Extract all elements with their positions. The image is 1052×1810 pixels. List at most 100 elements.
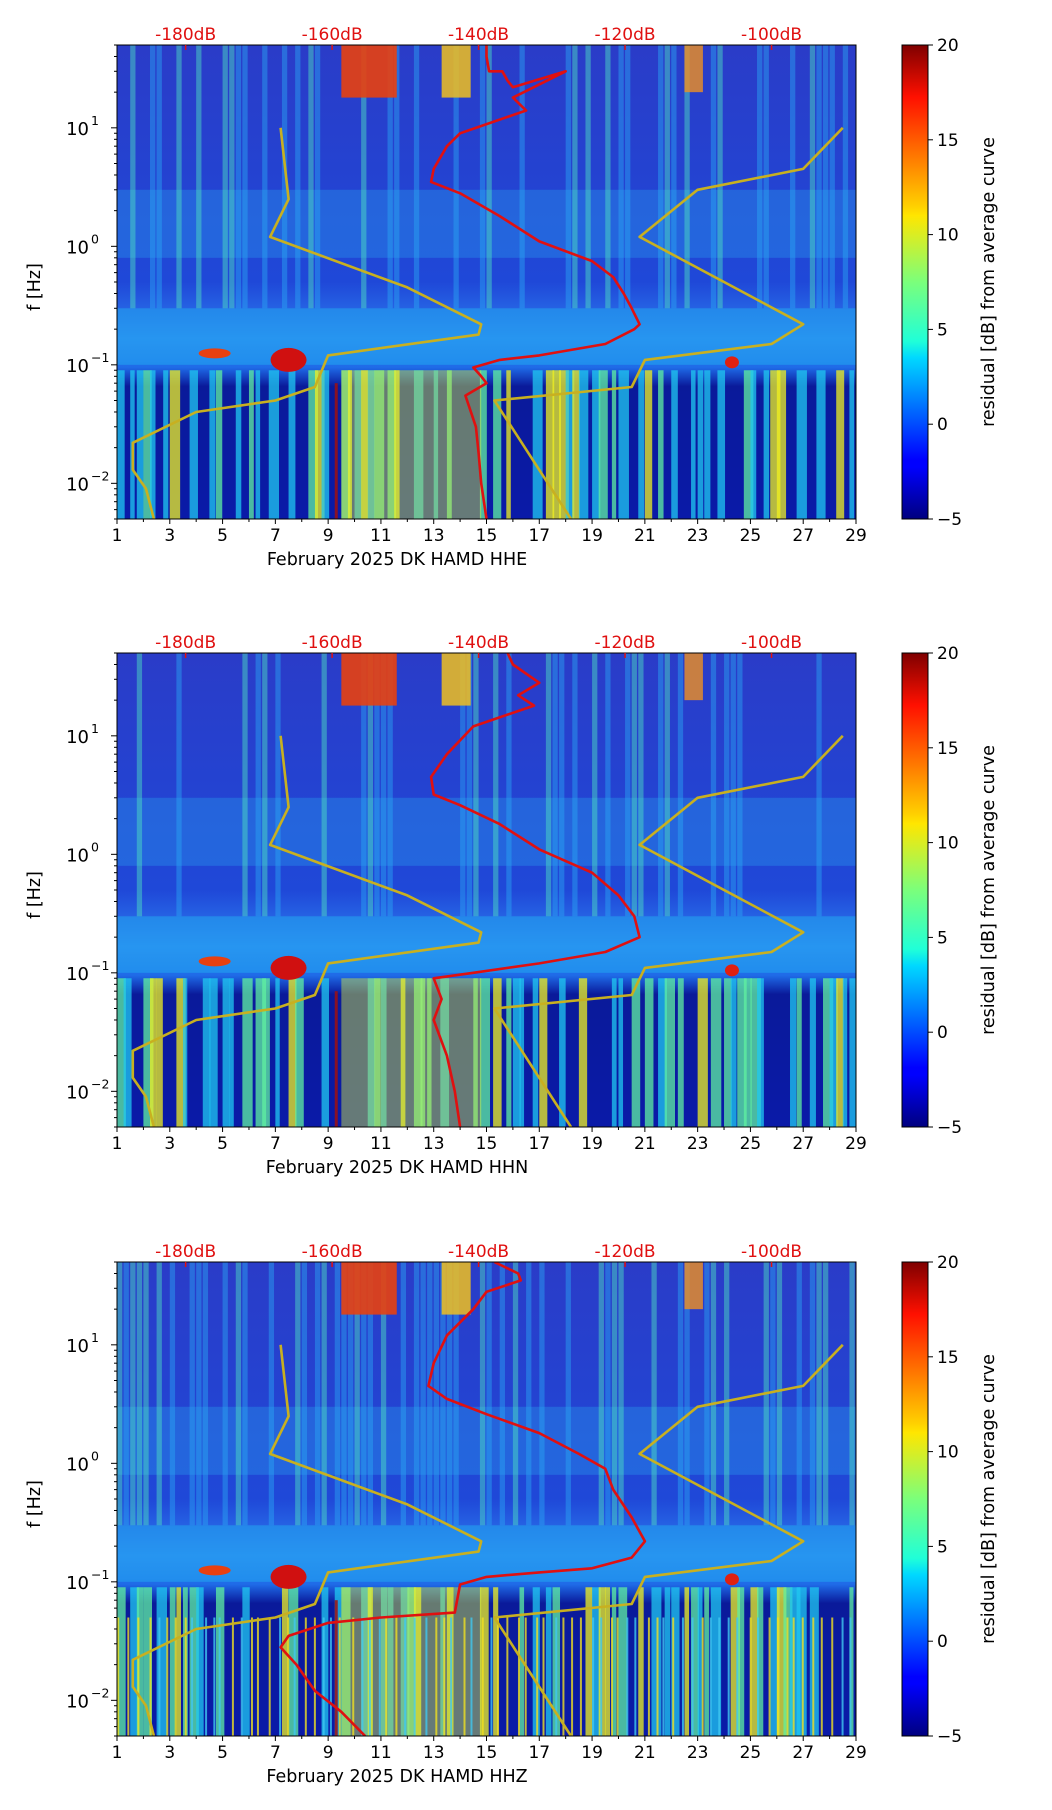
x-axis-label: February 2025 DK HAMD HHE [267, 550, 527, 570]
high-freq-streak [684, 45, 690, 309]
low-freq-streak [671, 370, 678, 519]
low-freq-streak [367, 978, 376, 1127]
spike-line [313, 1617, 316, 1736]
colorbar-label: residual [dB] from average curve [979, 137, 999, 427]
top-scale-label: -140dB [448, 1242, 509, 1262]
y-tick-label: 10 [66, 1691, 89, 1712]
low-freq-streak [473, 978, 478, 1127]
low-freq-streak [618, 370, 629, 519]
low-freq-streak [704, 1587, 709, 1736]
x-tick-label: 19 [581, 1134, 603, 1154]
low-freq-streak [644, 370, 653, 519]
low-freq-streak [242, 978, 253, 1127]
x-tick-label: 29 [845, 1134, 867, 1154]
x-tick-label: 13 [423, 1134, 445, 1154]
high-freq-streak [816, 1262, 822, 1526]
low-freq-streak [440, 1587, 445, 1736]
low-freq-streak [196, 1587, 204, 1736]
spike-line [801, 1617, 804, 1736]
y-tick-label: 10 [66, 119, 89, 140]
colorbar-tick-label: 20 [937, 36, 959, 56]
low-freq-streak [532, 370, 543, 519]
low-freq-streak [413, 1587, 422, 1736]
x-tick-label: 13 [423, 1743, 445, 1763]
high-freq-streak [519, 45, 525, 309]
top-scale-label: -120dB [595, 1242, 656, 1262]
colorbar: 20 15 10 5 0 −5 residual [dB] from average cur… [901, 1253, 999, 1747]
x-tick-label: 9 [323, 526, 334, 546]
hot-spot [270, 1564, 307, 1589]
x-tick-label: 19 [581, 526, 603, 546]
high-freq-streak [196, 1262, 202, 1526]
low-freq-streak [374, 370, 385, 519]
low-freq-streak [176, 978, 186, 1127]
x-tick-label: 7 [270, 526, 281, 546]
top-scale-label: -180dB [155, 1242, 216, 1262]
low-freq-block [341, 978, 482, 1127]
hot-block [684, 45, 703, 93]
hot-spot [724, 356, 739, 369]
low-freq-streak [149, 978, 157, 1127]
spike-line [174, 1617, 177, 1736]
high-freq-streak [453, 45, 459, 309]
high-freq-streak [638, 653, 644, 917]
median-psd-line [429, 653, 641, 1127]
spike-line [709, 1617, 712, 1736]
x-tick-label: 25 [740, 526, 762, 546]
low-freq-streak [321, 978, 329, 1127]
low-freq-streak [691, 370, 696, 519]
hot-block [684, 1262, 703, 1310]
low-freq-streak [545, 370, 555, 519]
high-freq-streak [413, 1262, 420, 1526]
spike-line [231, 1617, 234, 1736]
low-freq-streak [163, 370, 169, 519]
high-freq-streak [242, 1262, 248, 1526]
spike-line [338, 1617, 341, 1736]
low-freq-streak [479, 978, 491, 1127]
high-freq-streak [321, 1262, 327, 1526]
high-freq-streak [281, 45, 288, 309]
x-tick-label: 27 [792, 1743, 814, 1763]
x-tick-label: 7 [270, 1134, 281, 1154]
spike-line [450, 1617, 453, 1736]
low-freq-streak [295, 978, 304, 1127]
x-tick-label: 23 [687, 1743, 709, 1763]
spike-line [463, 1617, 466, 1736]
high-freq-streak [625, 653, 631, 917]
noise-model-line [493, 734, 844, 1127]
low-freq-streak [262, 978, 270, 1127]
low-freq-streak [367, 370, 375, 519]
spike-line [322, 1617, 325, 1736]
high-freq-streak [367, 1262, 374, 1526]
y-axis-label: f [Hz] [25, 1480, 45, 1528]
hot-block [441, 1262, 471, 1315]
low-freq-streak [136, 1587, 144, 1736]
x-tick-label: 13 [423, 526, 445, 546]
y-tick-label: 10 [66, 1454, 89, 1475]
x-tick-label: 11 [370, 526, 392, 546]
low-freq-streak [156, 978, 163, 1127]
low-freq-streak [651, 1587, 662, 1736]
spike-line [571, 1617, 574, 1736]
high-freq-streak [684, 1262, 690, 1526]
low-freq-streak [117, 1587, 126, 1736]
high-freq-streak [347, 1262, 354, 1526]
high-freq-streak [605, 653, 611, 917]
low-freq-streak [248, 370, 254, 519]
spike-line [610, 1617, 613, 1736]
hot-block [341, 45, 397, 98]
low-freq-streak [308, 370, 318, 519]
low-freq-streak [664, 978, 675, 1127]
high-freq-streak [275, 653, 281, 917]
low-freq-streak [658, 370, 664, 519]
low-freq-streak [209, 370, 216, 519]
gap-line [334, 1600, 338, 1736]
spike-line [812, 1617, 815, 1736]
low-freq-streak [664, 1587, 671, 1736]
high-freq-streak [559, 653, 565, 917]
hot-spot [198, 956, 231, 967]
spike-line [497, 1617, 500, 1736]
top-scale-label: -140dB [448, 25, 509, 45]
high-freq-streak [117, 1262, 123, 1526]
spike-line [691, 1617, 694, 1736]
